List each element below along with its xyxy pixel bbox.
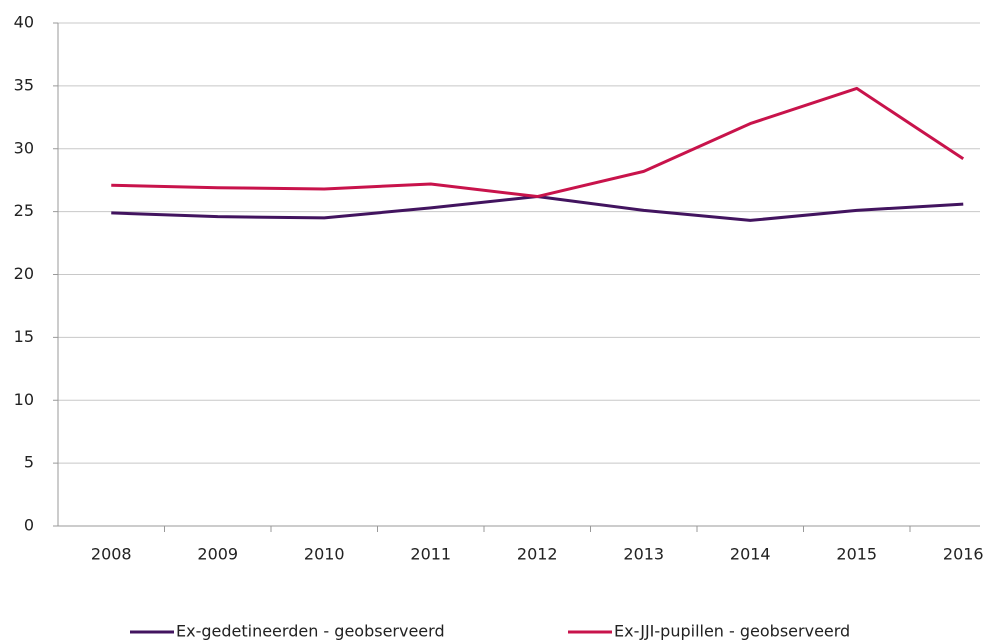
x-tick-label: 2013 xyxy=(623,545,664,564)
legend-label: Ex-gedetineerden - geobserveerd xyxy=(176,622,445,641)
x-tick-label: 2015 xyxy=(836,545,877,564)
y-tick-label: 0 xyxy=(24,516,34,535)
y-tick-label: 5 xyxy=(24,453,34,472)
y-tick-label: 10 xyxy=(14,390,34,409)
series-line xyxy=(111,195,964,222)
y-tick-label: 15 xyxy=(14,327,34,346)
x-tick-label: 2008 xyxy=(91,545,132,564)
y-tick-label: 25 xyxy=(14,201,34,220)
legend-label: Ex-JJI-pupillen - geobserveerd xyxy=(614,622,850,641)
x-tick-label: 2014 xyxy=(730,545,771,564)
x-tick-label: 2009 xyxy=(197,545,238,564)
x-tick-label: 2010 xyxy=(304,545,345,564)
y-tick-label: 30 xyxy=(14,138,34,157)
x-tick-label: 2011 xyxy=(410,545,451,564)
x-tick-label: 2012 xyxy=(517,545,558,564)
series-line xyxy=(111,86,965,199)
y-tick-label: 20 xyxy=(14,264,34,283)
y-tick-label: 40 xyxy=(14,13,34,32)
x-tick-label: 2016 xyxy=(943,545,984,564)
y-tick-label: 35 xyxy=(14,75,34,94)
